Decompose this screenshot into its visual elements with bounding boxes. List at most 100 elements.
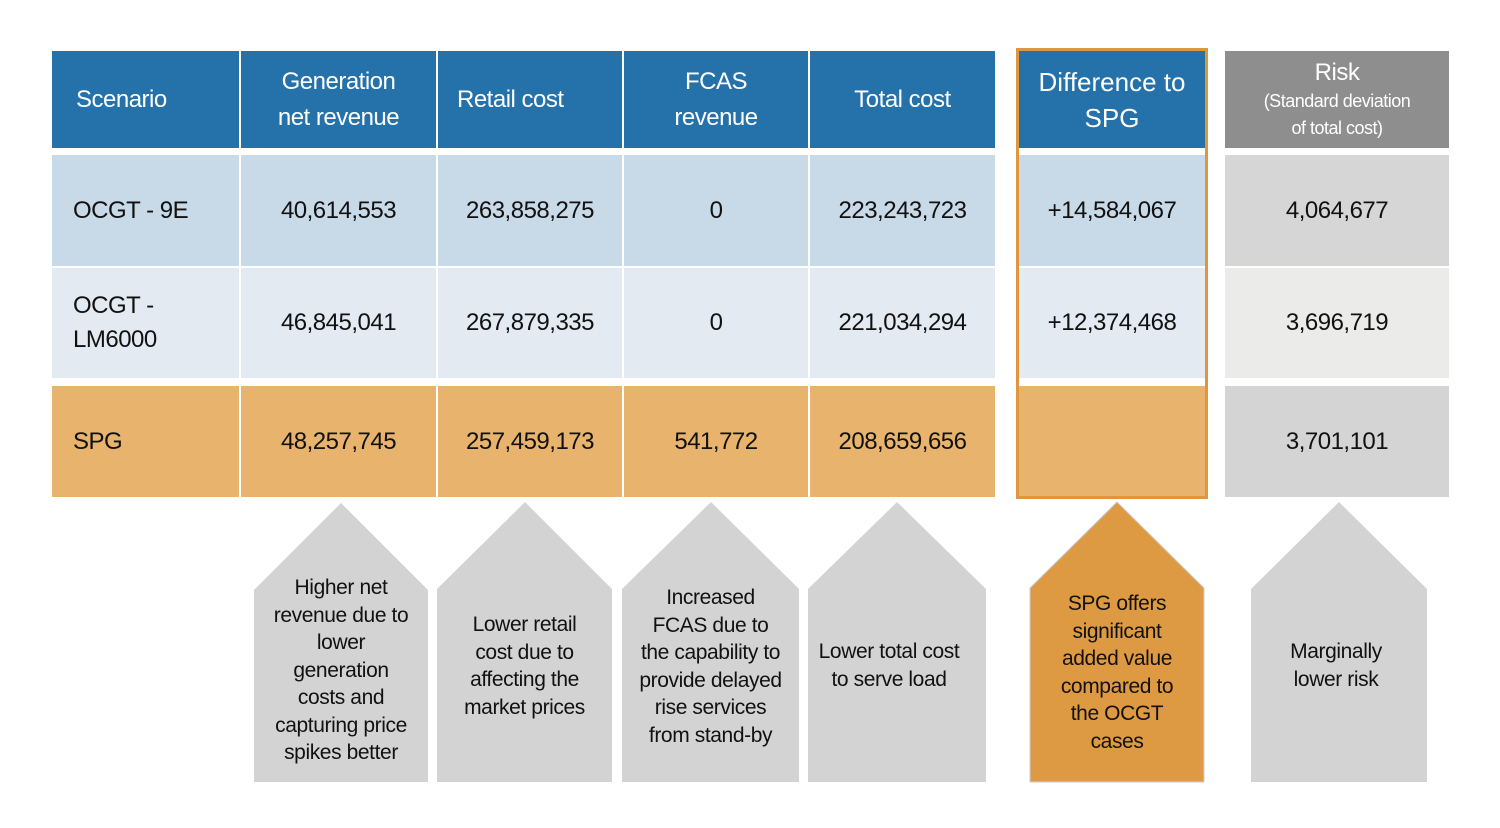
table-row-2-fcas-revenue: 0 (624, 268, 808, 378)
callout-line: compared to (1060, 674, 1174, 698)
header-difference-to-spg: Difference to SPG (1019, 51, 1205, 148)
cell-value: 263,858,275 (466, 196, 594, 224)
callout-risk-text: Marginally lower risk (1251, 638, 1421, 693)
table-row-2-risk: 3,696,719 (1225, 268, 1449, 378)
table-row-1-difference: +14,584,067 (1019, 155, 1205, 266)
callout-line: to serve load (831, 667, 947, 691)
cell-value: 257,459,173 (466, 427, 594, 455)
cell-value: 223,243,723 (838, 196, 967, 224)
cell-value: 0 (709, 309, 723, 336)
callout-line: capturing price (275, 713, 407, 737)
cell-value: 0 (709, 196, 723, 224)
table-row-2-total-cost: 221,034,294 (810, 268, 995, 378)
callout-line: Lower total cost (818, 640, 960, 663)
table-row-1-retail-cost: 263,858,275 (438, 155, 622, 266)
callout-line: Higher net (294, 576, 388, 599)
callout-line: the capability to (640, 641, 781, 664)
header-fcas-revenue: FCAS revenue (624, 51, 808, 148)
callout-line: Lower retail (472, 613, 577, 636)
cell-value: 221,034,294 (838, 309, 967, 336)
table-row-3-retail-cost: 257,459,173 (438, 386, 622, 497)
callout-line: added value (1061, 647, 1173, 670)
scenario-name-line2: LM6000 (73, 326, 157, 353)
callout-line: generation (293, 658, 389, 682)
table-row-1-fcas-revenue: 0 (624, 155, 808, 266)
callout-line: affecting the (470, 668, 579, 691)
cell-value: 3,696,719 (1285, 309, 1389, 336)
table-row-3-fcas-revenue: 541,772 (624, 386, 808, 497)
scenario-name: SPG (73, 427, 123, 455)
table-row-1-gen-net-revenue: 40,614,553 (241, 155, 436, 266)
callout-arrow-generation (254, 503, 428, 782)
scenario-name: OCGT - 9E (73, 196, 189, 224)
header-generation-net-revenue: Generation net revenue (241, 51, 436, 148)
scenario-name-line1: OCGT - (73, 292, 154, 319)
callout-arrow-retail (437, 502, 612, 782)
table-row-3-risk: 3,701,101 (1225, 386, 1449, 497)
callout-fcas-text: Increased FCAS due to the capability to … (622, 584, 799, 749)
table-row-2-retail-cost: 267,879,335 (438, 268, 622, 378)
callout-line: significant (1072, 619, 1162, 643)
header-fcas-line1: FCAS (684, 67, 748, 95)
header-scenario: Scenario (52, 51, 239, 148)
table-row-1-total-cost: 223,243,723 (810, 155, 995, 266)
callout-line: FCAS due to (652, 613, 769, 637)
cell-value: 46,845,041 (280, 309, 397, 336)
cell-value: +14,584,067 (1047, 196, 1177, 224)
callout-line: the OCGT (1070, 702, 1164, 725)
cell-value: 40,614,553 (280, 196, 397, 224)
table-row-3-total-cost: 208,659,656 (810, 386, 995, 497)
header-diff-line1: Difference to (1038, 66, 1186, 97)
header-fcas-line2: revenue (674, 103, 758, 131)
header-gen-line1: Generation (281, 67, 396, 95)
callout-arrow-difference (1029, 501, 1205, 783)
callout-line: SPG offers (1067, 592, 1167, 615)
header-total-cost: Total cost (810, 51, 995, 148)
table-row-1-scenario: OCGT - 9E (52, 155, 239, 266)
callout-line: Increased (666, 586, 755, 609)
header-risk-sub1: (Standard deviation (1263, 90, 1411, 111)
cell-value: 4,064,677 (1285, 196, 1389, 224)
table-row-2-difference: +12,374,468 (1019, 268, 1205, 378)
callout-line: cases (1090, 729, 1144, 753)
cell-value: 541,772 (674, 427, 758, 455)
callout-line: lower (316, 631, 366, 654)
callout-line: provide delayed (639, 668, 782, 692)
cell-value: 208,659,656 (838, 427, 967, 455)
header-risk-sub2: of total cost) (1291, 117, 1383, 138)
callout-line: costs and (297, 686, 385, 709)
header-total-label: Total cost (854, 85, 951, 113)
callout-line: from stand-by (648, 723, 773, 747)
table-row-3-difference (1019, 386, 1205, 497)
header-risk: Risk (Standard deviation of total cost) (1225, 51, 1449, 148)
header-retail-label: Retail cost (457, 85, 564, 113)
header-gen-line2: net revenue (277, 103, 400, 131)
callout-line: lower risk (1293, 667, 1379, 691)
callout-arrow-fcas (622, 502, 799, 782)
header-risk-title: Risk (1314, 58, 1360, 86)
callout-line: rise services (654, 696, 767, 719)
callout-arrow-risk (1251, 502, 1427, 782)
table-row-3-gen-net-revenue: 48,257,745 (241, 386, 436, 497)
cell-value: 3,701,101 (1285, 427, 1389, 455)
cell-value: +12,374,468 (1047, 309, 1177, 336)
callout-arrow-total-cost (808, 502, 986, 782)
table-row-2-gen-net-revenue: 46,845,041 (241, 268, 436, 378)
cell-value: 267,879,335 (466, 309, 594, 336)
header-diff-line2: SPG (1084, 102, 1140, 133)
callout-retail-text: Lower retail cost due to affecting the m… (437, 611, 612, 721)
table-row-3-scenario: SPG (52, 386, 239, 497)
table-row-2-scenario: OCGT - LM6000 (52, 268, 239, 378)
callout-generation-text: Higher net revenue due to lower generati… (254, 574, 428, 767)
callout-line: revenue due to (273, 603, 409, 627)
callout-line: Marginally (1290, 640, 1382, 663)
header-retail-cost: Retail cost (438, 51, 622, 148)
callout-total-cost-text: Lower total cost to serve load (808, 638, 970, 693)
cell-value: 48,257,745 (280, 427, 397, 455)
header-scenario-label: Scenario (76, 85, 167, 113)
callout-difference-text: SPG offers significant added value compa… (1030, 590, 1204, 755)
callout-line: spikes better (284, 741, 398, 764)
callout-line: cost due to (475, 640, 574, 664)
table-row-1-risk: 4,064,677 (1225, 155, 1449, 266)
